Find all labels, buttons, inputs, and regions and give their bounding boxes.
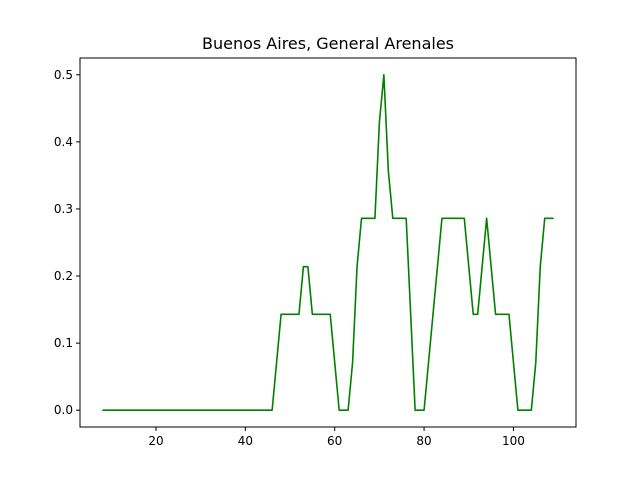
series-line: [102, 73, 554, 412]
y-tick-label: 0.2: [54, 269, 73, 283]
x-tick-label: 40: [238, 434, 253, 448]
x-axis: 20 40 60 80 100: [148, 427, 525, 448]
y-tick-label: 0.4: [54, 135, 73, 149]
y-tick-label: 0.1: [54, 336, 73, 350]
x-tick-label: 20: [148, 434, 163, 448]
y-tick-label: 0.3: [54, 202, 73, 216]
y-tick-label: 0.0: [54, 403, 73, 417]
x-tick-label: 100: [502, 434, 525, 448]
x-tick-label: 80: [416, 434, 431, 448]
y-axis: 0.0 0.1 0.2 0.3 0.4 0.5: [54, 68, 80, 417]
y-tick-label: 0.5: [54, 68, 73, 82]
plot-frame: [79, 57, 577, 428]
chart-title: Buenos Aires, General Arenales: [202, 34, 454, 53]
x-tick-label: 60: [327, 434, 342, 448]
series-layer: [102, 73, 554, 412]
